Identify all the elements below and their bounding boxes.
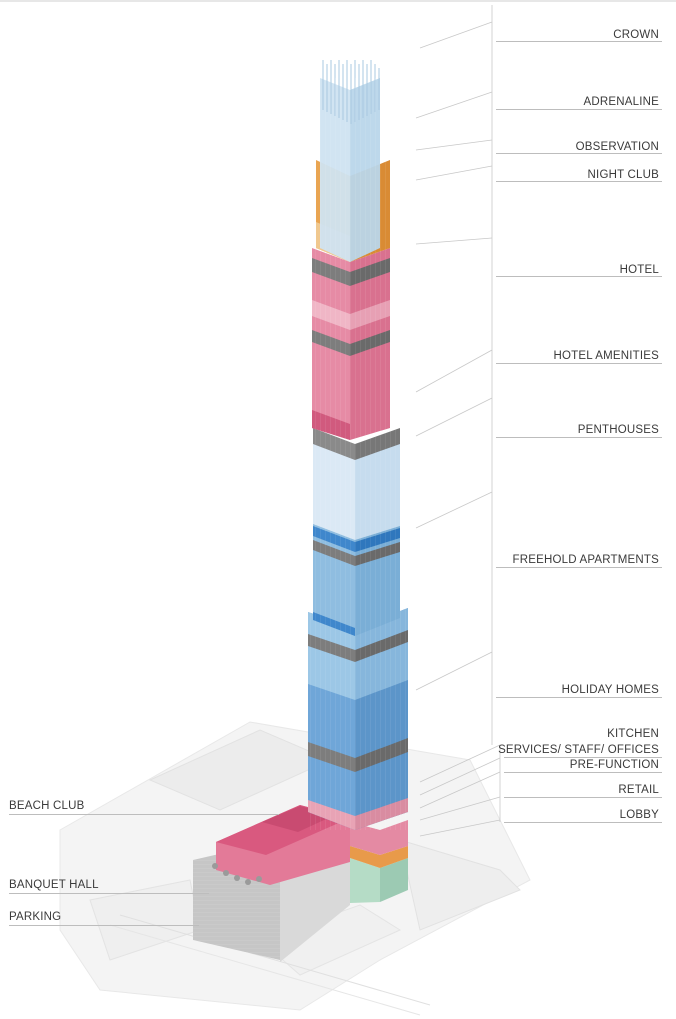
label-banquet-hall: BANQUET HALL — [9, 879, 99, 891]
label-holiday-homes: HOLIDAY HOMES — [561, 684, 659, 696]
tower-shaft — [308, 60, 408, 830]
rule-crown — [496, 41, 662, 42]
label-crown: CROWN — [613, 29, 659, 41]
label-freehold-apartments: FREEHOLD APARTMENTS — [512, 554, 659, 566]
rule-parking — [9, 925, 199, 926]
rule-observation — [496, 153, 662, 154]
rule-lobby — [504, 822, 662, 823]
label-adrenaline: ADRENALINE — [583, 96, 659, 108]
rule-beach-club — [9, 814, 279, 815]
label-observation: OBSERVATION — [575, 141, 659, 153]
label-retail: RETAIL — [618, 784, 659, 796]
rule-hotel — [496, 276, 662, 277]
label-night-club: NIGHT CLUB — [587, 169, 659, 181]
tower-base — [350, 820, 408, 903]
label-services-staff-offices: SERVICES/ STAFF/ OFFICES — [498, 744, 659, 756]
rule-pre-function — [504, 772, 662, 773]
rule-freehold-apartments — [496, 567, 662, 568]
rule-penthouses — [496, 437, 662, 438]
rule-night-club — [496, 181, 662, 182]
label-parking: PARKING — [9, 911, 62, 923]
label-hotel: HOTEL — [619, 264, 659, 276]
rule-services — [504, 757, 662, 758]
rule-hotel-amenities — [496, 363, 662, 364]
label-kitchen: KITCHEN — [607, 728, 659, 740]
label-pre-function: PRE-FUNCTION — [569, 759, 659, 771]
label-penthouses: PENTHOUSES — [577, 424, 659, 436]
rule-adrenaline — [496, 109, 662, 110]
leader-lines — [415, 5, 501, 837]
rule-retail — [504, 797, 662, 798]
label-lobby: LOBBY — [619, 809, 659, 821]
label-hotel-amenities: HOTEL AMENITIES — [553, 350, 659, 362]
rule-holiday-homes — [496, 697, 662, 698]
label-beach-club: BEACH CLUB — [9, 800, 85, 812]
rule-banquet-hall — [9, 893, 209, 894]
